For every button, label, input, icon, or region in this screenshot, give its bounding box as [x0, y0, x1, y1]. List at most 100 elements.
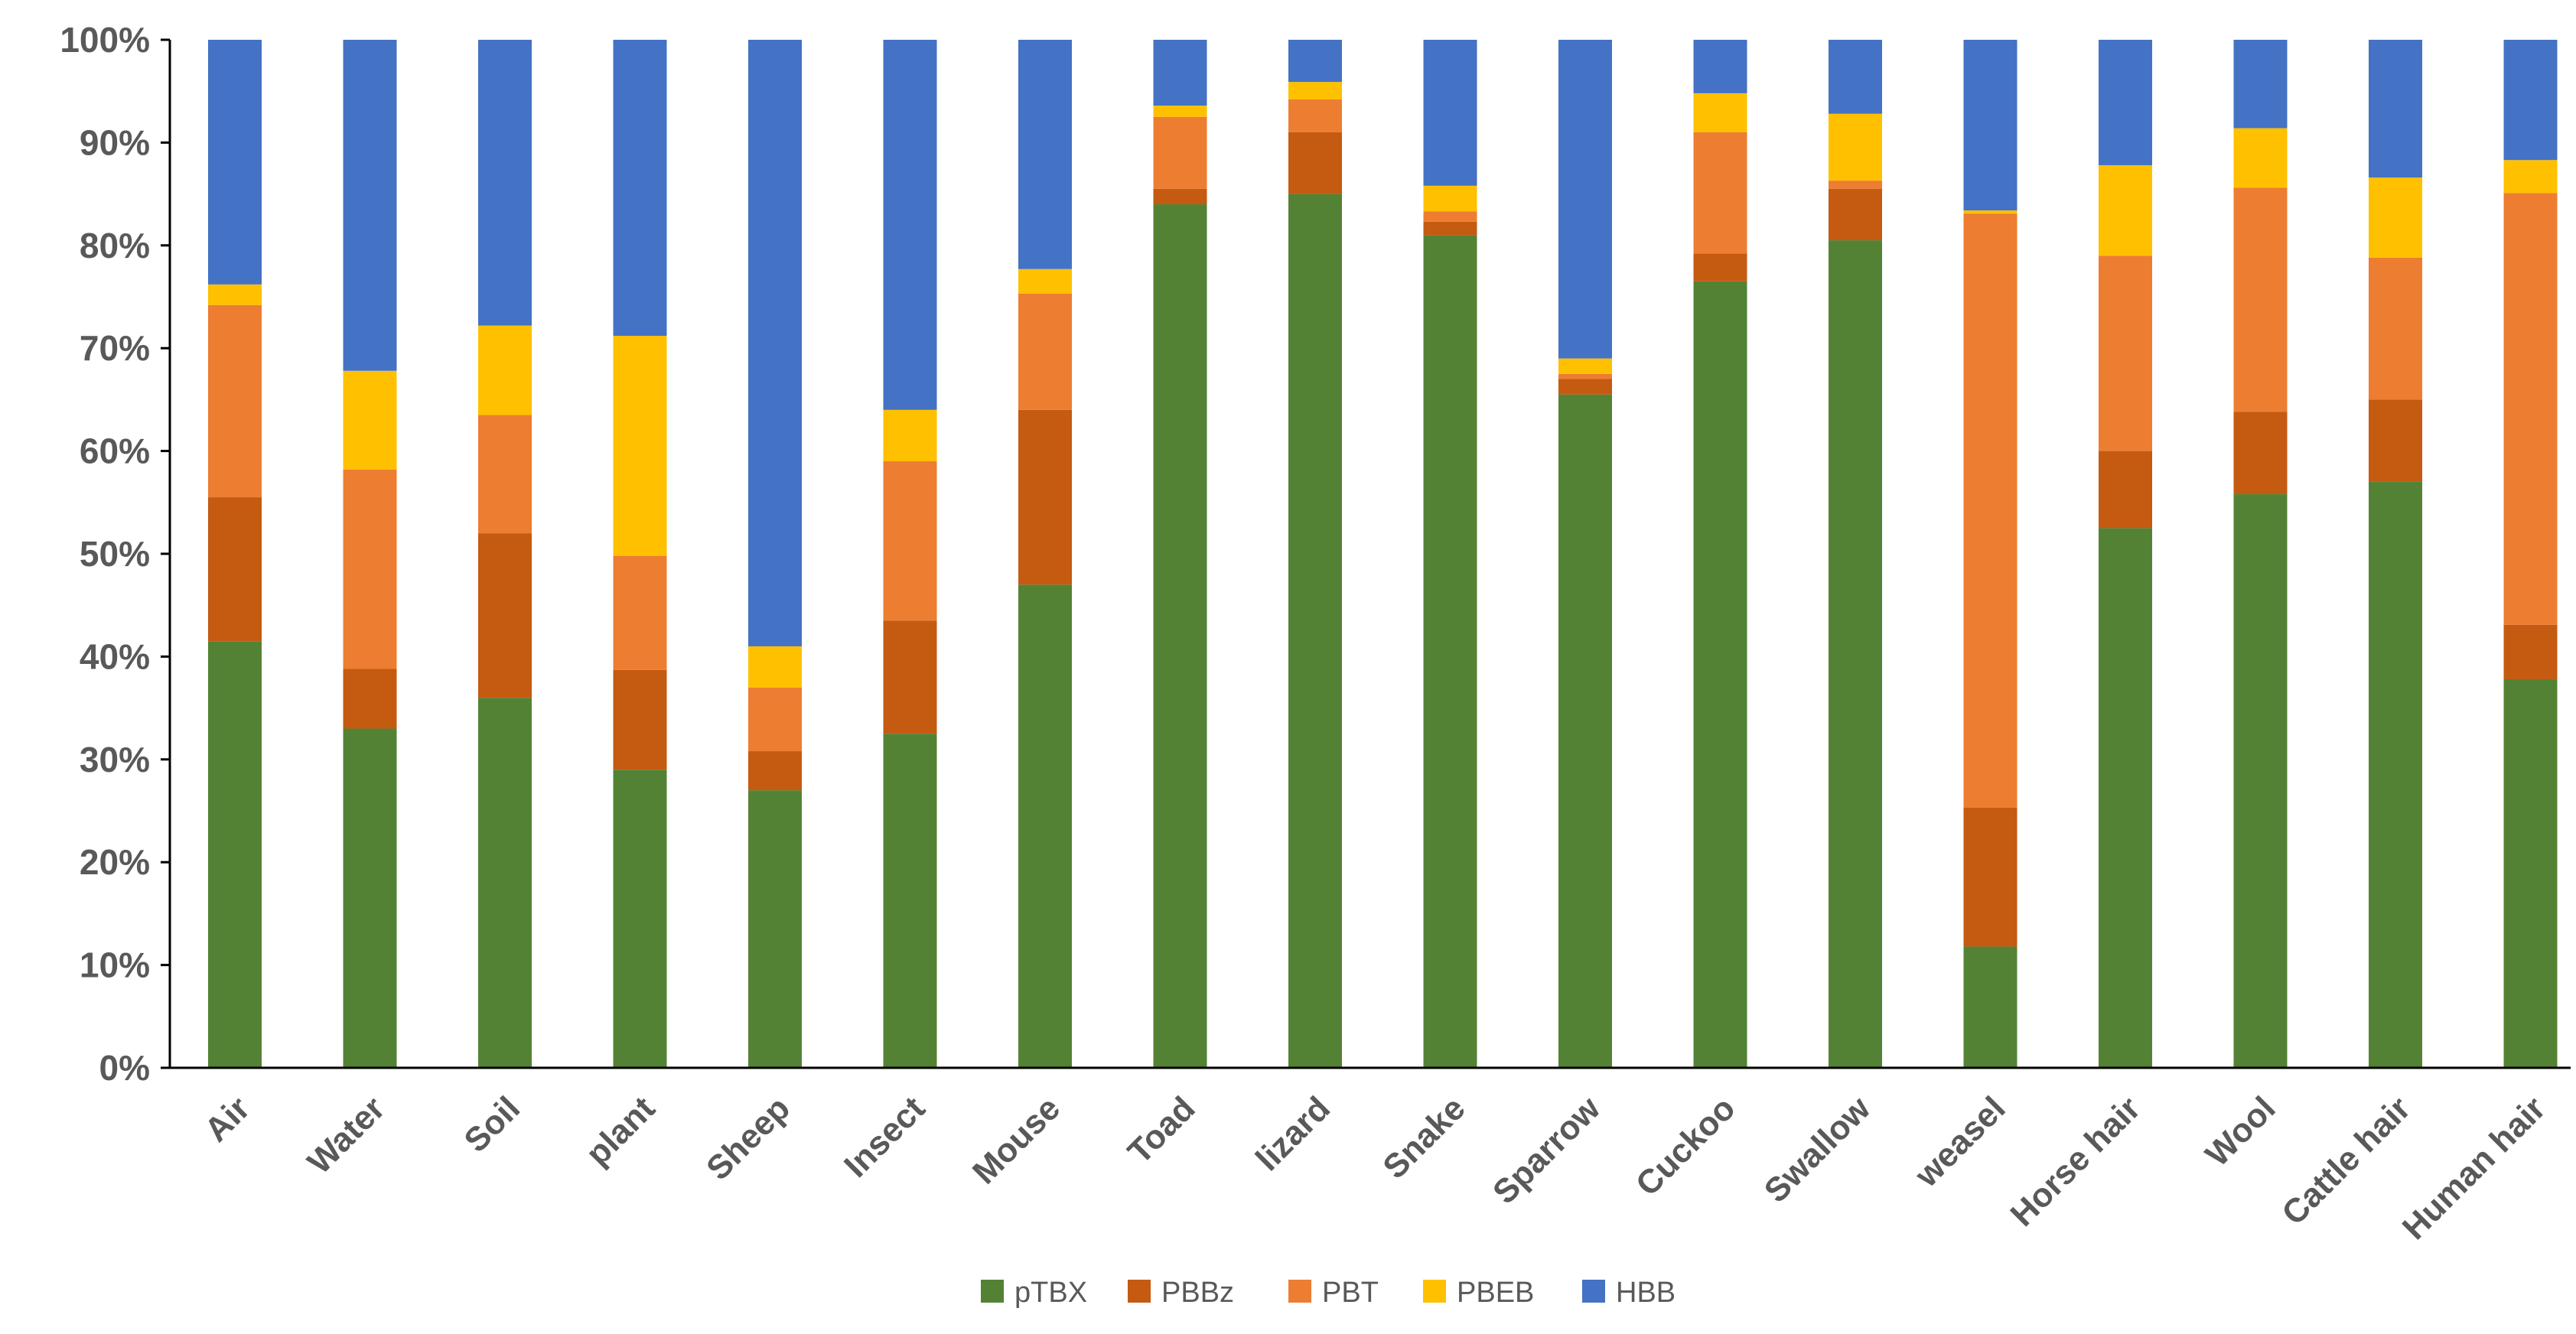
x-tick-label-wool: Wool	[2198, 1089, 2282, 1173]
bar-air-ptbx	[208, 641, 262, 1068]
bar-swallow-pbt	[1829, 181, 1882, 189]
x-tick-label-cuckoo: Cuckoo	[1629, 1089, 1743, 1203]
bar-wool-hbb	[2233, 40, 2288, 129]
bar-soil-pbbz	[478, 533, 532, 698]
bar-sparrow-pbbz	[1558, 379, 1612, 395]
bar-water-pbt	[343, 469, 397, 669]
bar-cuckoo-hbb	[1693, 40, 1747, 93]
bar-cattle-hair-ptbx	[2369, 481, 2422, 1068]
bar-swallow-ptbx	[1829, 240, 1882, 1069]
bar-insect-pbbz	[883, 620, 937, 734]
x-tick-label-weasel: weasel	[1907, 1089, 2012, 1194]
x-tick-label-sparrow: Sparrow	[1486, 1089, 1608, 1212]
y-tick-label: 50%	[80, 534, 150, 574]
x-tick-label-insect: Insect	[837, 1089, 933, 1185]
bar-snake-pbeb	[1423, 185, 1477, 212]
bar-wool-pbeb	[2233, 128, 2288, 188]
x-tick-label-swallow: Swallow	[1757, 1089, 1878, 1210]
bar-air-pbeb	[208, 284, 262, 305]
bar-weasel-hbb	[1963, 40, 2017, 211]
legend-label-pbbz: PBBz	[1161, 1277, 1234, 1309]
bar-soil-pbeb	[478, 325, 532, 415]
y-tick-label: 0%	[99, 1048, 150, 1088]
bar-lizard-hbb	[1288, 40, 1342, 83]
bar-cuckoo-pbbz	[1693, 253, 1747, 281]
bar-human-hair-pbbz	[2503, 624, 2558, 679]
bar-toad-hbb	[1153, 40, 1207, 106]
bar-human-hair-pbeb	[2503, 160, 2558, 194]
bar-water-pbeb	[343, 370, 397, 470]
bar-sparrow-pbeb	[1558, 358, 1612, 374]
bar-plant-ptbx	[613, 769, 667, 1068]
legend-label-ptbx: pTBX	[1014, 1277, 1087, 1309]
x-tick-label-cattle-hair: Cattle hair	[2275, 1089, 2418, 1232]
legend-swatch-pbbz	[1128, 1280, 1151, 1303]
bar-wool-pbbz	[2233, 412, 2288, 495]
bar-mouse-ptbx	[1018, 584, 1072, 1068]
bar-toad-pbt	[1153, 116, 1207, 189]
x-tick-label-water: Water	[301, 1089, 392, 1181]
bar-weasel-ptbx	[1963, 946, 2017, 1068]
bar-mouse-hbb	[1018, 40, 1072, 269]
legend-label-hbb: HBB	[1616, 1277, 1676, 1309]
bar-human-hair-pbt	[2503, 193, 2558, 625]
bar-lizard-pbeb	[1288, 82, 1342, 99]
bar-toad-pbbz	[1153, 188, 1207, 205]
bar-cattle-hair-pbbz	[2369, 399, 2422, 482]
x-tick-label-sheep: Sheep	[699, 1089, 797, 1187]
bar-sheep-hbb	[748, 40, 802, 646]
bar-weasel-pbbz	[1963, 807, 2017, 947]
y-tick-label: 100%	[60, 20, 150, 60]
x-tick-label-human-hair: Human hair	[2395, 1089, 2553, 1247]
bar-snake-pbt	[1423, 211, 1477, 222]
legend-swatch-pbt	[1288, 1280, 1311, 1303]
legend-swatch-hbb	[1582, 1280, 1605, 1303]
bar-mouse-pbbz	[1018, 409, 1072, 585]
bar-horse-hair-hbb	[2099, 40, 2152, 165]
bar-air-pbt	[208, 304, 262, 498]
bar-lizard-ptbx	[1288, 194, 1342, 1069]
x-tick-label-lizard: lizard	[1249, 1089, 1337, 1178]
bar-sheep-pbbz	[748, 751, 802, 791]
bar-insect-pbeb	[883, 409, 937, 462]
x-tick-label-soil: Soil	[457, 1089, 527, 1160]
bar-air-hbb	[208, 40, 262, 285]
bar-sheep-pbt	[748, 687, 802, 752]
bar-insect-ptbx	[883, 734, 937, 1068]
bar-lizard-pbbz	[1288, 132, 1342, 194]
bar-weasel-pbt	[1963, 213, 2017, 808]
bar-sheep-ptbx	[748, 790, 802, 1068]
bar-cuckoo-pbeb	[1693, 93, 1747, 132]
bar-water-hbb	[343, 40, 397, 371]
y-tick-label: 40%	[80, 636, 150, 676]
bar-wool-ptbx	[2233, 494, 2288, 1068]
y-tick-label: 80%	[80, 226, 150, 265]
bar-insect-pbt	[883, 461, 937, 621]
bar-wool-pbt	[2233, 187, 2288, 412]
bar-soil-pbt	[478, 415, 532, 534]
bar-cuckoo-pbt	[1693, 132, 1747, 254]
x-tick-label-horse-hair: Horse hair	[2004, 1089, 2148, 1234]
bar-plant-hbb	[613, 40, 667, 337]
bar-lizard-pbt	[1288, 99, 1342, 132]
legend: pTBX PBBz PBT PBEB HBB	[981, 1277, 1676, 1309]
bar-sparrow-pbt	[1558, 373, 1612, 379]
bar-snake-hbb	[1423, 40, 1477, 186]
y-tick-label: 90%	[80, 122, 150, 162]
bar-human-hair-ptbx	[2503, 678, 2558, 1068]
bar-weasel-pbeb	[1963, 210, 2017, 214]
bar-sheep-pbeb	[748, 646, 802, 688]
bar-sparrow-hbb	[1558, 40, 1612, 359]
y-tick-label: 60%	[80, 431, 150, 471]
bar-insect-hbb	[883, 40, 937, 410]
bar-plant-pbt	[613, 555, 667, 670]
x-tick-label-toad: Toad	[1121, 1089, 1203, 1171]
bar-soil-hbb	[478, 40, 532, 326]
bar-sparrow-ptbx	[1558, 394, 1612, 1068]
bar-horse-hair-pbbz	[2099, 451, 2152, 529]
bar-cattle-hair-pbt	[2369, 257, 2422, 400]
bar-human-hair-hbb	[2503, 40, 2558, 161]
bar-cattle-hair-hbb	[2369, 40, 2422, 178]
